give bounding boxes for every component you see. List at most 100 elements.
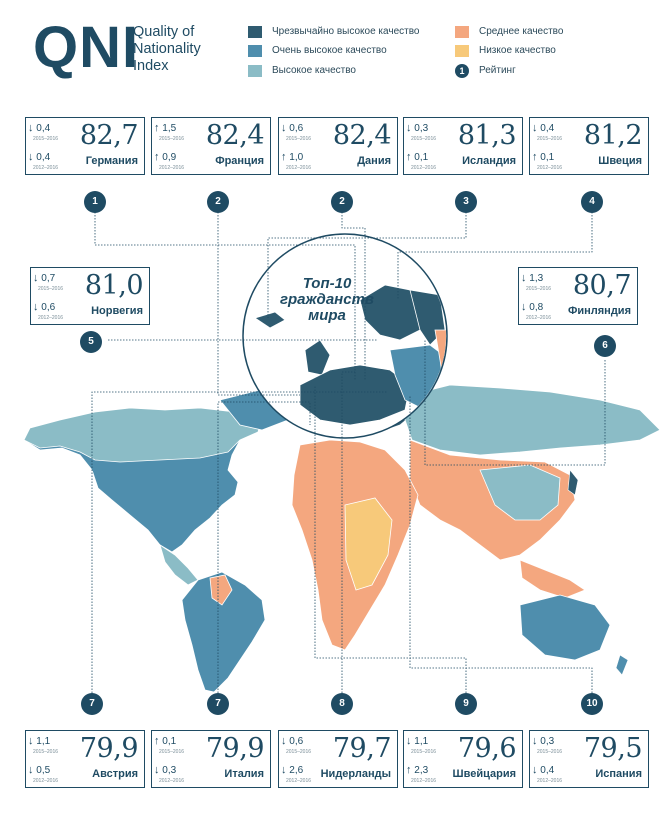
country-name: Германия <box>85 155 138 167</box>
year-range-label: 2015–2016 <box>38 286 64 292</box>
country-card: ↓ 1,3 2015–2016 ↓ 0,8 2012–2016 80,7 Финлянди… <box>518 267 638 325</box>
change-arrow: ↓ <box>406 735 412 747</box>
connector-2a <box>217 212 300 396</box>
change-arrow: ↓ <box>521 272 527 284</box>
qni-score: 81,2 <box>583 120 643 151</box>
rank-badge: 2 <box>207 191 229 213</box>
rank-badge: 6 <box>594 335 616 357</box>
change-value: 0,6 <box>289 123 304 134</box>
rank-badge: 10 <box>581 693 603 715</box>
legend-swatch <box>455 45 469 57</box>
year-range-label: 2012–2016 <box>286 165 312 171</box>
year-range-label: 2012–2016 <box>159 165 185 171</box>
change-arrow: ↓ <box>154 764 160 776</box>
change-2012-2016: ↓ 0,3 <box>154 764 176 777</box>
logo-line-1: Quality of <box>133 24 195 40</box>
year-range-label: 2012–2016 <box>526 315 552 321</box>
qni-score: 82,4 <box>332 120 392 151</box>
change-2012-2016: ↓ 0,6 <box>33 301 55 314</box>
country-name: Франция <box>215 155 264 167</box>
country-name: Австрия <box>92 768 138 780</box>
legend-label: Очень высокое качество <box>272 45 387 56</box>
change-arrow: ↓ <box>521 301 527 313</box>
map-title: Топ-10 гражданств мира <box>272 276 382 324</box>
change-value: 0,4 <box>36 123 51 134</box>
change-arrow: ↓ <box>532 735 538 747</box>
rank-badge: 8 <box>331 693 353 715</box>
country-name: Финляндия <box>567 305 631 317</box>
country-card: ↓ 0,4 2015–2016 ↓ 0,4 2012–2016 82,7 Германия <box>25 117 145 175</box>
country-card: ↓ 1,1 2015–2016 ↑ 2,3 2012–2016 79,6 Швейцари… <box>403 730 523 788</box>
year-range-label: 2012–2016 <box>38 315 64 321</box>
connector-10 <box>409 395 593 693</box>
legend-label: Низкое качество <box>479 45 556 56</box>
year-range-label: 2012–2016 <box>286 778 312 784</box>
change-2015-2016: ↓ 0,7 <box>33 272 56 285</box>
change-value: 1,1 <box>414 736 429 747</box>
change-arrow: ↓ <box>532 122 538 134</box>
connector-9 <box>314 385 467 693</box>
year-range-label: 2015–2016 <box>159 136 185 142</box>
connector-lines <box>91 212 606 693</box>
legend-swatch <box>248 45 262 57</box>
change-value: 0,6 <box>289 736 304 747</box>
zoom-west-europe <box>299 364 411 426</box>
country-name: Италия <box>224 768 264 780</box>
connector-3 <box>267 212 467 318</box>
year-range-label: 2015–2016 <box>526 286 552 292</box>
russia <box>404 384 661 456</box>
change-2015-2016: ↓ 0,3 <box>406 122 428 135</box>
legend-swatch <box>248 65 262 77</box>
country-name: Исландия <box>462 155 516 167</box>
qni-score: 80,7 <box>572 270 632 301</box>
change-value: 2,3 <box>414 765 429 776</box>
china <box>479 464 561 521</box>
change-arrow: ↓ <box>33 301 39 313</box>
rank-badge: 5 <box>80 331 102 353</box>
change-2012-2016: ↑ 1,0 <box>281 152 304 164</box>
connector-6 <box>424 340 606 466</box>
year-range-label: 2015–2016 <box>33 749 59 755</box>
year-range-label: 2015–2016 <box>159 749 185 755</box>
change-2015-2016: ↑ 0,1 <box>154 736 176 748</box>
change-2015-2016: ↓ 0,4 <box>28 122 51 135</box>
change-2012-2016: ↓ 0,5 <box>28 765 51 777</box>
connector-1 <box>94 212 356 380</box>
year-range-label: 2015–2016 <box>411 136 437 142</box>
qni-score: 82,7 <box>79 120 139 151</box>
change-2012-2016: ↓ 0,4 <box>532 764 554 777</box>
change-arrow: ↓ <box>532 764 538 776</box>
rank-badge: 4 <box>581 191 603 213</box>
change-2012-2016: ↑ 0,9 <box>154 152 177 164</box>
connector-4 <box>397 212 593 300</box>
map-title-line-1: Топ-10 <box>302 275 352 292</box>
country-card: ↓ 0,4 2015–2016 ↑ 0,1 2012–2016 81,2 Швеция <box>529 117 649 175</box>
change-arrow: ↓ <box>28 122 34 134</box>
change-arrow: ↑ <box>154 122 160 134</box>
change-arrow: ↓ <box>33 272 39 284</box>
change-value: 1,0 <box>289 152 304 163</box>
year-range-label: 2012–2016 <box>159 778 185 784</box>
legend-rank-badge: 1 <box>455 64 469 78</box>
connector-8 <box>341 371 355 693</box>
change-arrow: ↓ <box>406 122 412 134</box>
connector-7a <box>91 391 388 693</box>
change-arrow: ↓ <box>281 735 287 747</box>
qni-score: 79,5 <box>583 733 643 764</box>
change-2012-2016: ↓ 2,6 <box>281 765 303 777</box>
change-value: 0,9 <box>162 152 177 163</box>
year-range-label: 2012–2016 <box>537 778 563 784</box>
change-value: 0,5 <box>36 765 51 776</box>
year-range-label: 2012–2016 <box>411 778 437 784</box>
country-card: ↓ 0,6 2015–2016 ↓ 2,6 2012–2016 79,7 Нидерлан… <box>278 730 398 788</box>
change-2015-2016: ↑ 1,5 <box>154 122 176 135</box>
year-range-label: 2012–2016 <box>537 165 563 171</box>
logo-letters: QNI <box>33 15 140 80</box>
change-2015-2016: ↓ 0,6 <box>281 123 304 135</box>
change-value: 0,7 <box>41 273 56 284</box>
change-2015-2016: ↓ 0,6 <box>281 735 304 748</box>
logo-line-2: Nationality <box>133 41 201 57</box>
zoom-uk <box>304 339 331 376</box>
change-value: 0,4 <box>540 123 555 134</box>
